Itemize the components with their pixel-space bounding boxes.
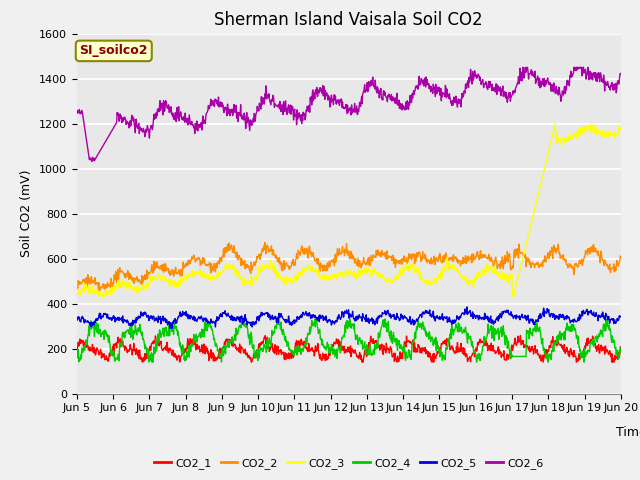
CO2_4 [218,359,225,365]
Y-axis label: Soil CO2 (mV): Soil CO2 (mV) [20,170,33,257]
CO2_4 [240,316,248,322]
CO2_2 [218,259,225,264]
CO2_6 [519,64,527,70]
X-axis label: Time: Time [616,426,640,439]
CO2_5 [463,304,471,310]
CO2_1 [467,354,475,360]
CO2_1 [582,342,590,348]
CO2_3 [218,270,225,276]
CO2_3 [145,282,152,288]
CO2_5 [218,312,225,317]
CO2_5 [617,313,625,319]
CO2_5 [467,313,475,319]
CO2_2 [73,286,81,292]
CO2_4 [617,345,625,350]
CO2_1 [262,333,269,338]
CO2_3 [98,295,106,300]
CO2_5 [166,325,174,331]
Title: Sherman Island Vaisala Soil CO2: Sherman Island Vaisala Soil CO2 [214,11,483,29]
CO2_3 [276,275,284,281]
CO2_4 [355,338,362,344]
CO2_4 [73,350,81,356]
CO2_3 [552,121,559,127]
CO2_3 [73,294,81,300]
CO2_2 [145,270,152,276]
CO2_3 [617,126,625,132]
Line: CO2_1: CO2_1 [77,336,621,362]
CO2_1 [355,356,362,361]
CO2_6 [73,108,81,114]
CO2_3 [582,128,590,134]
CO2_2 [276,261,284,267]
Line: CO2_2: CO2_2 [77,242,621,291]
Line: CO2_4: CO2_4 [77,319,621,362]
CO2_2 [617,254,625,260]
CO2_6 [276,106,284,111]
CO2_5 [73,317,81,323]
Text: SI_soilco2: SI_soilco2 [79,44,148,58]
CO2_1 [617,345,625,350]
CO2_1 [138,359,146,365]
CO2_2 [582,250,590,255]
CO2_3 [467,280,474,286]
CO2_6 [617,71,625,77]
CO2_1 [73,346,81,351]
CO2_2 [102,288,109,294]
CO2_1 [276,348,284,353]
CO2_6 [88,158,96,164]
Line: CO2_3: CO2_3 [77,124,621,298]
Line: CO2_5: CO2_5 [77,307,621,328]
CO2_1 [218,346,225,352]
CO2_2 [355,264,362,270]
CO2_4 [276,322,284,328]
Line: CO2_6: CO2_6 [77,67,621,161]
CO2_5 [355,316,362,322]
CO2_4 [582,349,590,355]
CO2_4 [148,359,156,365]
CO2_2 [467,253,475,259]
CO2_6 [218,104,225,109]
CO2_5 [276,314,284,320]
CO2_3 [355,273,362,279]
CO2_6 [467,67,474,72]
CO2_4 [144,354,152,360]
CO2_5 [144,312,152,318]
CO2_5 [582,307,590,313]
CO2_6 [145,128,152,133]
CO2_1 [145,353,152,359]
CO2_6 [355,106,362,112]
CO2_4 [467,338,475,344]
Legend: CO2_1, CO2_2, CO2_3, CO2_4, CO2_5, CO2_6: CO2_1, CO2_2, CO2_3, CO2_4, CO2_5, CO2_6 [150,453,548,473]
CO2_2 [261,240,269,245]
CO2_6 [582,73,590,79]
